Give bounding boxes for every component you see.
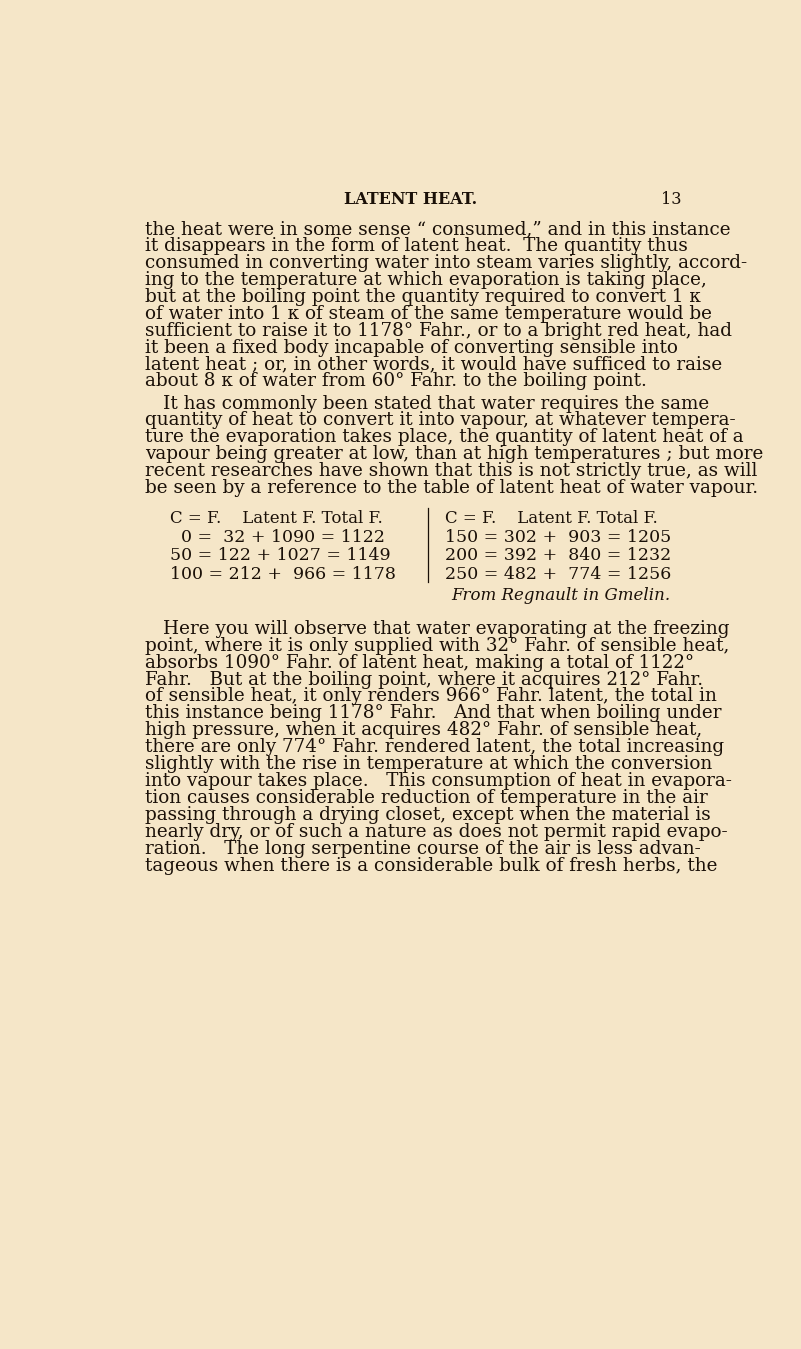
- Text: C = F.    Latent F. Total F.: C = F. Latent F. Total F.: [170, 510, 382, 526]
- Text: absorbs 1090° Fahr. of latent heat, making a total of 1122°: absorbs 1090° Fahr. of latent heat, maki…: [146, 654, 694, 672]
- Text: It has commonly been stated that water requires the same: It has commonly been stated that water r…: [163, 394, 709, 413]
- Text: it disappears in the form of latent heat.  The quantity thus: it disappears in the form of latent heat…: [146, 237, 688, 255]
- Text: tageous when there is a considerable bulk of fresh herbs, the: tageous when there is a considerable bul…: [146, 857, 718, 874]
- Text: but at the boiling point the quantity required to convert 1 ᴋ: but at the boiling point the quantity re…: [146, 287, 702, 306]
- Text: C = F.    Latent F. Total F.: C = F. Latent F. Total F.: [445, 510, 658, 526]
- Text: Here you will observe that water evaporating at the freezing: Here you will observe that water evapora…: [163, 619, 730, 638]
- Text: ture the evaporation takes place, the quantity of latent heat of a: ture the evaporation takes place, the qu…: [146, 429, 744, 447]
- Text: Fahr.   But at the boiling point, where it acquires 212° Fahr.: Fahr. But at the boiling point, where it…: [146, 670, 703, 688]
- Text: slightly with the rise in temperature at which the conversion: slightly with the rise in temperature at…: [146, 755, 713, 773]
- Text: be seen by a reference to the table of latent heat of water vapour.: be seen by a reference to the table of l…: [146, 479, 759, 498]
- Text: 150 = 302 +  903 = 1205: 150 = 302 + 903 = 1205: [445, 529, 671, 545]
- Text: recent researches have shown that this is not strictly true, as will: recent researches have shown that this i…: [146, 463, 758, 480]
- Text: 100 = 212 +  966 = 1178: 100 = 212 + 966 = 1178: [170, 567, 396, 583]
- Text: 13: 13: [661, 192, 681, 208]
- Text: this instance being 1178° Fahr.   And that when boiling under: this instance being 1178° Fahr. And that…: [146, 704, 722, 723]
- Text: passing through a drying closet, except when the material is: passing through a drying closet, except …: [146, 805, 711, 824]
- Text: nearly dry, or of such a nature as does not permit rapid evapo-: nearly dry, or of such a nature as does …: [146, 823, 728, 840]
- Text: tion causes considerable reduction of temperature in the air: tion causes considerable reduction of te…: [146, 789, 708, 807]
- Text: consumed in converting water into steam varies slightly, accord-: consumed in converting water into steam …: [146, 254, 747, 272]
- Text: ing to the temperature at which evaporation is taking place,: ing to the temperature at which evaporat…: [146, 271, 707, 289]
- Text: quantity of heat to convert it into vapour, at whatever tempera-: quantity of heat to convert it into vapo…: [146, 411, 736, 429]
- Text: into vapour takes place.   This consumption of heat in evapora-: into vapour takes place. This consumptio…: [146, 772, 732, 791]
- Text: ration.   The long serpentine course of the air is less advan-: ration. The long serpentine course of th…: [146, 840, 701, 858]
- Text: From Regnault in Gmelin.: From Regnault in Gmelin.: [451, 587, 670, 604]
- Text: vapour being greater at low, than at high temperatures ; but more: vapour being greater at low, than at hig…: [146, 445, 764, 463]
- Text: 200 = 392 +  840 = 1232: 200 = 392 + 840 = 1232: [445, 548, 671, 564]
- Text: latent heat ; or, in other words, it would have sufficed to raise: latent heat ; or, in other words, it wou…: [146, 356, 723, 374]
- Text: high pressure, when it acquires 482° Fahr. of sensible heat,: high pressure, when it acquires 482° Fah…: [146, 722, 702, 739]
- Text: there are only 774° Fahr. rendered latent, the total increasing: there are only 774° Fahr. rendered laten…: [146, 738, 725, 757]
- Text: about 8 ᴋ of water from 60° Fahr. to the boiling point.: about 8 ᴋ of water from 60° Fahr. to the…: [146, 372, 647, 390]
- Text: 0 =  32 + 1090 = 1122: 0 = 32 + 1090 = 1122: [170, 529, 384, 545]
- Text: of water into 1 ᴋ of steam of the same temperature would be: of water into 1 ᴋ of steam of the same t…: [146, 305, 712, 322]
- Text: point, where it is only supplied with 32° Fahr. of sensible heat,: point, where it is only supplied with 32…: [146, 637, 730, 654]
- Text: it been a fixed body incapable of converting sensible into: it been a fixed body incapable of conver…: [146, 339, 678, 356]
- Text: the heat were in some sense “ consumed,” and in this instance: the heat were in some sense “ consumed,”…: [146, 220, 731, 237]
- Text: of sensible heat, it only renders 966° Fahr. latent, the total in: of sensible heat, it only renders 966° F…: [146, 688, 718, 706]
- Text: LATENT HEAT.: LATENT HEAT.: [344, 192, 477, 208]
- Text: 250 = 482 +  774 = 1256: 250 = 482 + 774 = 1256: [445, 567, 671, 583]
- Text: 50 = 122 + 1027 = 1149: 50 = 122 + 1027 = 1149: [170, 548, 390, 564]
- Text: sufficient to raise it to 1178° Fahr., or to a bright red heat, had: sufficient to raise it to 1178° Fahr., o…: [146, 321, 732, 340]
